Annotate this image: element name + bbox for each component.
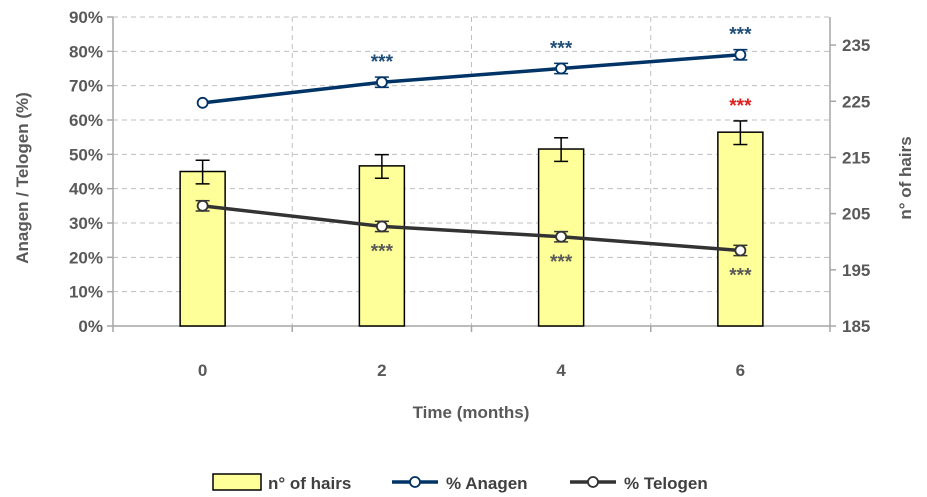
y-left-tick-label: 30% (69, 214, 103, 233)
telogen-significance-label: *** (729, 266, 752, 287)
bars (179, 120, 764, 327)
anagen-significance-label: *** (729, 25, 752, 46)
bar (179, 170, 226, 327)
telogen-line (202, 204, 741, 253)
y-left-tick-label: 10% (69, 283, 103, 302)
y-right-tick-label: 235 (842, 36, 870, 55)
y-left-tick-label: 0% (78, 317, 103, 336)
lines (195, 48, 748, 257)
telogen-point (734, 244, 747, 257)
telogen-point (196, 199, 209, 212)
y-left-tick-label: 90% (69, 8, 103, 27)
anagen-significance-label: *** (371, 52, 394, 73)
y-left-tick-label: 20% (69, 248, 103, 267)
labels: 0% 10% 20% 30% 40% 50% 60% 70% 80% 90% 185 195 205 21… (69, 8, 870, 380)
legend-anagen-marker (409, 476, 421, 488)
telogen-significance-label: *** (550, 252, 573, 273)
bar (358, 165, 406, 327)
telogen-significance-label: *** (371, 242, 394, 263)
x-tick-label: 0 (198, 361, 207, 380)
anagen-point (196, 96, 209, 109)
x-tick-label: 2 (377, 361, 386, 380)
legend-label-telogen: % Telogen (624, 474, 708, 493)
y-left-tick-label: 70% (69, 77, 103, 96)
axes (107, 16, 836, 332)
telogen-point (375, 220, 388, 233)
y-right-tick-label: 205 (842, 205, 870, 224)
y-right-tick-label: 195 (842, 261, 870, 280)
legend: n° of hairs % Anagen % Telogen (212, 473, 708, 493)
y-left-tick-label: 60% (69, 111, 103, 130)
legend-label-hairs: n° of hairs (268, 474, 351, 493)
y-right-tick-label: 185 (842, 317, 870, 336)
legend-label-anagen: % Anagen (446, 474, 528, 493)
telogen-point (555, 230, 568, 243)
legend-telogen-marker (587, 476, 599, 488)
x-tick-label: 6 (736, 361, 745, 380)
y-axis-right-title: n° of hairs (896, 136, 915, 219)
x-axis-title: Time (months) (413, 403, 530, 422)
y-right-tick-label: 225 (842, 92, 870, 111)
anagen-point (375, 76, 388, 89)
y-axis-left-title: Anagen / Telogen (%) (13, 92, 32, 264)
y-right-tick-label: 215 (842, 148, 870, 167)
grid (113, 16, 830, 326)
anagen-significance-label: *** (550, 38, 573, 59)
anagen-point (734, 48, 747, 61)
y-left-tick-label: 50% (69, 145, 103, 164)
legend-bar-swatch (212, 473, 262, 491)
x-tick-label: 4 (556, 361, 566, 380)
anagen-point (555, 62, 568, 75)
bar-significance-label: *** (729, 96, 752, 117)
y-left-tick-label: 40% (69, 180, 103, 199)
bar (717, 131, 764, 327)
anagen-line (202, 53, 741, 105)
y-left-tick-label: 80% (69, 42, 103, 61)
